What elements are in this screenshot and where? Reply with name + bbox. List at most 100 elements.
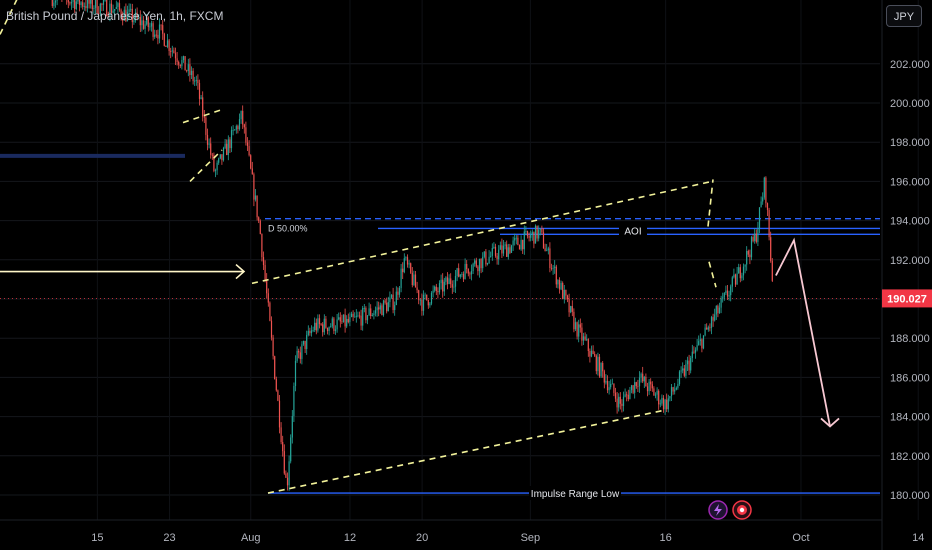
candle-body: [346, 318, 348, 327]
candle-body: [518, 245, 521, 250]
candle-body: [614, 392, 617, 399]
candle-body: [646, 386, 649, 392]
candle-body: [752, 237, 754, 241]
candle-body: [403, 258, 405, 273]
candle-body: [322, 324, 324, 333]
candle-body: [290, 437, 292, 462]
candle-body: [693, 351, 695, 353]
candle-body: [488, 256, 490, 263]
candle-body: [363, 307, 365, 309]
candle-body: [397, 291, 399, 295]
candle-body: [186, 70, 188, 72]
candle-body: [243, 124, 245, 128]
candle-body: [94, 0, 97, 8]
candle-body: [486, 262, 489, 265]
candle-body: [99, 3, 101, 14]
channel-upper-line: [251, 180, 713, 285]
candle-body: [208, 143, 210, 145]
candle-body: [317, 318, 319, 331]
target-center: [739, 507, 745, 513]
candle-body: [293, 385, 295, 417]
trend-line-top: [0, 0, 18, 35]
candle-body: [694, 349, 697, 353]
candle-body: [603, 371, 605, 383]
candle-body: [115, 6, 117, 9]
candle-body: [200, 97, 202, 99]
candle-body: [523, 231, 525, 250]
candle-body: [146, 17, 148, 25]
candle-body: [370, 308, 372, 317]
flag-lower-line: [189, 149, 223, 182]
candle-body: [606, 380, 609, 391]
last-price-badge: [882, 289, 932, 308]
candle-body: [134, 12, 137, 21]
candle-body: [462, 274, 465, 280]
candle-body: [582, 336, 585, 341]
candle-body: [670, 387, 673, 397]
candle-body: [171, 50, 173, 52]
candle-body: [690, 358, 692, 371]
candle-body: [139, 17, 141, 26]
candle-body: [627, 394, 629, 400]
candle-body: [360, 315, 362, 326]
fib-50-label: D 50.00%: [268, 224, 308, 234]
candle-body: [274, 356, 276, 380]
candle-body: [440, 279, 442, 284]
event-icons[interactable]: [708, 500, 752, 520]
candle-body: [645, 376, 647, 387]
candle-body: [570, 306, 572, 313]
candle-body: [160, 24, 162, 26]
candle-body: [181, 60, 183, 67]
candle-body: [581, 327, 583, 341]
candle-body: [320, 324, 322, 325]
candle-body: [677, 384, 679, 388]
candle-body: [376, 307, 378, 311]
candle-body: [125, 9, 127, 22]
candle-body: [262, 257, 265, 266]
currency-button[interactable]: JPY: [886, 5, 922, 27]
candle-body: [285, 473, 287, 478]
candle-body: [558, 279, 561, 290]
candle-body: [152, 23, 154, 37]
candle-body: [758, 207, 761, 229]
candle-body: [566, 295, 569, 300]
candle-body: [547, 248, 549, 251]
candle-body: [454, 275, 457, 287]
candle-body: [155, 34, 157, 36]
candle-body: [443, 281, 445, 292]
y-tick-label: 202.000: [890, 59, 930, 71]
candle-body: [416, 287, 418, 291]
candle-body: [315, 322, 317, 331]
small-line-2: [708, 261, 717, 288]
candle-body: [72, 0, 74, 2]
left-arrow-head: [235, 263, 246, 280]
candle-body: [130, 8, 132, 10]
candle-body: [411, 272, 413, 286]
candle-body: [286, 477, 289, 486]
candle-body: [526, 231, 529, 237]
candle-body: [406, 257, 409, 265]
candle-body: [674, 389, 676, 392]
candle-body: [659, 403, 661, 405]
candle-body: [726, 290, 729, 297]
candle-body: [598, 356, 601, 377]
candle-body: [464, 263, 466, 280]
candle-body: [541, 228, 543, 233]
candle-body: [368, 308, 370, 316]
candle-body: [344, 314, 346, 327]
candle-body: [698, 341, 700, 346]
candle-body: [678, 371, 681, 385]
candle-body: [86, 0, 89, 9]
drawings[interactable]: [0, 0, 840, 494]
candle-body: [309, 330, 311, 334]
candle-body: [299, 352, 301, 359]
candle-body: [656, 390, 658, 395]
candle-body: [621, 403, 623, 406]
candle-body: [203, 116, 205, 118]
candle-body: [635, 382, 637, 387]
candle-body: [461, 274, 463, 275]
candle-body: [301, 344, 303, 359]
candle-body: [314, 322, 316, 331]
